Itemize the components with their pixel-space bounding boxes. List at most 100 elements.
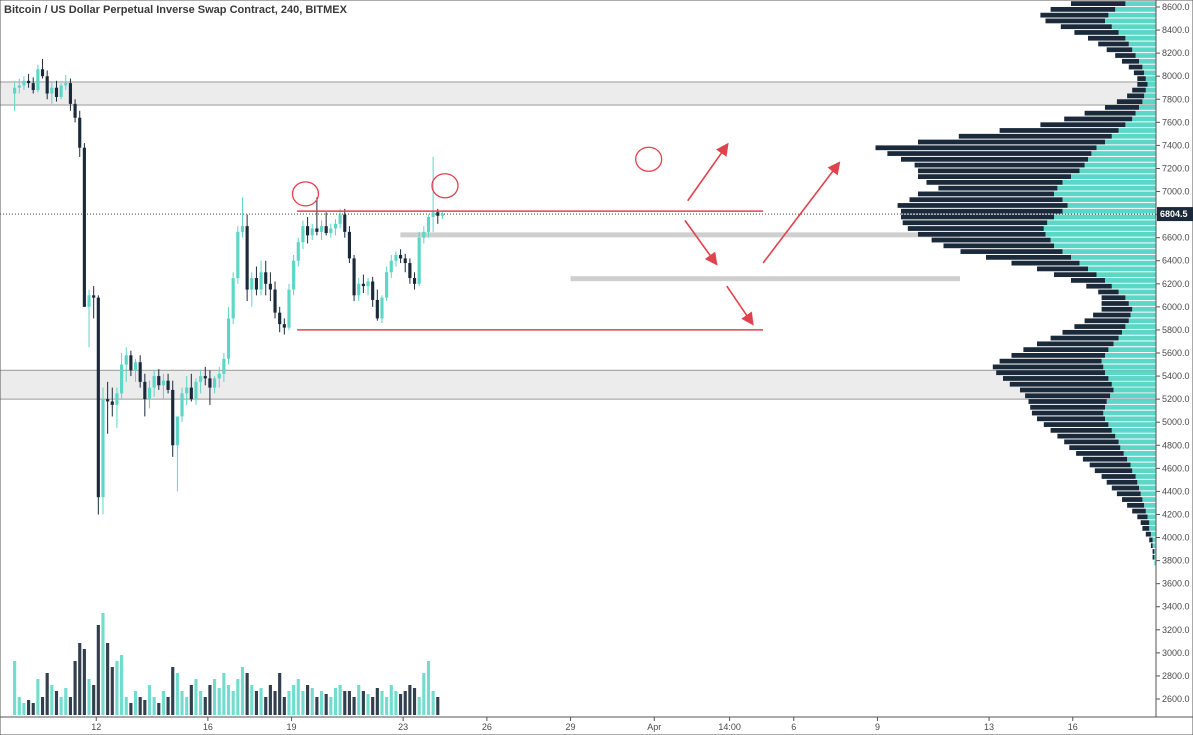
candle-body: [375, 299, 379, 319]
profile-bar-up: [1130, 312, 1156, 318]
profile-bar-down: [1098, 41, 1129, 47]
candle-body: [129, 355, 133, 371]
y-tick-label: 3600.0: [1162, 579, 1190, 589]
candle-body: [343, 214, 347, 232]
profile-bar-down: [1101, 301, 1129, 306]
highlight-circle: [291, 181, 320, 207]
profile-bar-down: [1074, 30, 1119, 35]
candle-body: [408, 263, 412, 279]
profile-bar-down: [1152, 554, 1155, 560]
x-tick-label: 23: [398, 722, 408, 732]
volume-bar: [417, 697, 421, 715]
candle-body: [310, 228, 314, 236]
projection-arrow: [684, 219, 718, 266]
profile-bar-up: [1154, 554, 1156, 560]
volume-bar: [96, 625, 100, 715]
profile-bar-down: [1020, 387, 1114, 393]
candle-body: [347, 231, 352, 259]
volume-bar: [180, 691, 184, 715]
candle-body: [226, 318, 231, 359]
poc-line: [570, 276, 960, 282]
volume-bar: [264, 697, 268, 715]
candle-body: [101, 399, 105, 498]
y-tick-label: 5400.0: [1162, 371, 1190, 381]
profile-bar-down: [1043, 422, 1109, 427]
profile-bar-down: [901, 214, 1054, 220]
candle-body: [399, 254, 403, 259]
profile-bar-down: [926, 180, 1063, 185]
volume-bars: [13, 613, 440, 715]
volume-bar: [78, 643, 82, 715]
profile-bar-down: [909, 197, 1063, 203]
candle-body: [199, 376, 203, 382]
profile-bar-down: [1057, 433, 1116, 439]
volume-bar: [129, 703, 133, 715]
profile-bar-down: [1093, 312, 1131, 318]
candle-body: [92, 295, 96, 298]
profile-bar-down: [999, 358, 1102, 364]
candle-body: [264, 272, 268, 284]
candle-body: [175, 416, 179, 446]
x-tick-label: 9: [875, 722, 880, 732]
volume-bar: [315, 697, 319, 715]
profile-bar-up: [1067, 203, 1156, 208]
volume-bar: [17, 697, 21, 715]
profile-bar-up: [1149, 520, 1156, 525]
profile-bar-down: [960, 249, 1063, 254]
profile-bar-down: [1054, 272, 1097, 278]
candle-body: [124, 355, 128, 365]
volume-bar: [213, 679, 217, 715]
profile-bar-up: [1152, 543, 1156, 549]
y-tick-label: 3000.0: [1162, 648, 1190, 658]
candle-body: [59, 85, 63, 97]
profile-bar-down: [1137, 76, 1146, 81]
profile-bar-up: [1105, 139, 1156, 145]
y-tick-label: 5600.0: [1162, 348, 1190, 358]
profile-bar-down: [1128, 64, 1143, 70]
volume-bar: [357, 685, 361, 715]
y-tick-label: 6000.0: [1162, 302, 1190, 312]
profile-bar-up: [1132, 468, 1156, 474]
candle-body: [171, 389, 175, 446]
profile-bar-up: [1105, 404, 1156, 410]
candle-body: [440, 214, 445, 216]
volume-bar: [254, 691, 259, 715]
profile-bar-up: [1047, 220, 1156, 226]
volume-bar: [310, 688, 314, 715]
volume-bar: [217, 688, 221, 715]
profile-bar-up: [1108, 376, 1156, 381]
candle-body: [236, 231, 240, 279]
profile-bar-down: [1003, 376, 1109, 381]
volume-bar: [92, 685, 96, 715]
profile-bar-down: [1127, 93, 1145, 99]
profile-bar-down: [1086, 283, 1112, 289]
profile-bar-down: [999, 128, 1119, 133]
candle-body: [147, 387, 152, 400]
profile-bar-up: [1103, 364, 1156, 370]
volume-bar: [333, 688, 338, 715]
volume-bar: [110, 667, 114, 715]
candle-body: [422, 231, 426, 238]
y-tick-label: 3400.0: [1162, 602, 1190, 612]
candle-body: [185, 387, 189, 394]
profile-bar-up: [1079, 260, 1156, 266]
x-tick-label: 12: [91, 722, 101, 732]
volume-bar: [68, 697, 73, 715]
profile-bar-up: [1103, 410, 1156, 416]
candle-body: [152, 376, 156, 388]
candle-body: [268, 283, 272, 290]
profile-bar-up: [1139, 58, 1156, 64]
profile-bar-up: [1111, 381, 1156, 387]
profile-bar-down: [907, 226, 1044, 231]
profile-bar-up: [1079, 168, 1156, 174]
x-tick-label: 14:00: [718, 722, 741, 732]
chart-title: Bitcoin / US Dollar Perpetual Inverse Sw…: [4, 4, 347, 16]
current-price-label: 6804.5: [1160, 209, 1188, 219]
y-tick-label: 8600.0: [1162, 2, 1190, 12]
profile-bar-up: [1147, 81, 1156, 87]
profile-bar-down: [875, 145, 1097, 151]
profile-bar-down: [1111, 485, 1139, 491]
volume-bar: [120, 655, 124, 715]
